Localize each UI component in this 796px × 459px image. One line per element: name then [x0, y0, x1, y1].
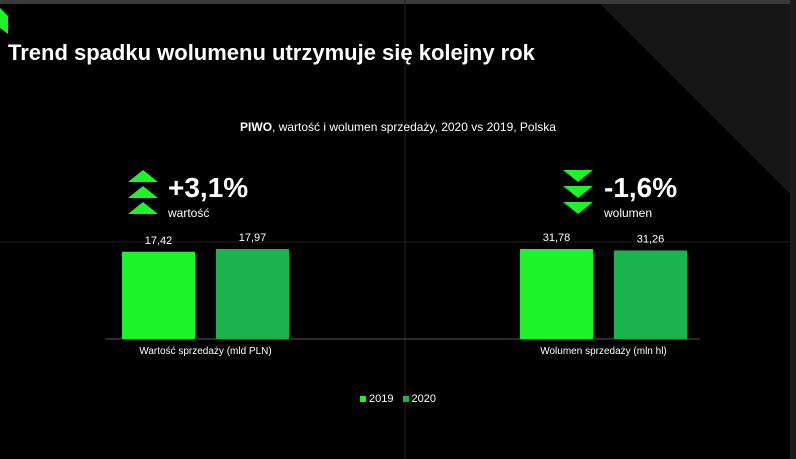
data-label-2019-0: 17,42 — [145, 235, 173, 247]
data-label-2019-1: 31,78 — [543, 232, 571, 244]
legend-label-2019: 2019 — [368, 393, 394, 406]
slide-title: Trend spadku wolumenu utrzymuje się kole… — [8, 40, 535, 65]
corner-shade — [600, 4, 796, 200]
chart-subtitle: PIWO, wartość i wolumen sprzedaży, 2020 … — [0, 120, 796, 134]
bar-2019-1 — [520, 249, 593, 339]
bar-2020-0 — [216, 249, 289, 339]
kpi-value-wolumen: -1,6% — [604, 172, 678, 203]
bar-2020-1 — [614, 250, 687, 339]
kpi-label-wolumen: wolumen — [604, 206, 653, 220]
data-label-2020-0: 17,97 — [239, 232, 267, 244]
chevrons-down-icon — [563, 170, 593, 214]
category-label-1: Wolumen sprzedaży (mln hl) — [540, 346, 667, 357]
data-label-2020-1: 31,26 — [637, 233, 665, 245]
bar-2019-0 — [122, 251, 195, 339]
chart-legend: 2019 2020 — [0, 393, 796, 405]
chevrons-up-icon — [128, 170, 158, 214]
subtitle-rest: , wartość i wolumen sprzedaży, 2020 vs 2… — [272, 120, 556, 134]
brand-corner-mark — [0, 8, 8, 34]
category-label-0: Wartość sprzedaży (mld PLN) — [139, 346, 271, 357]
kpi-label-wartosc: wartość — [168, 206, 210, 220]
kpi-value-wartosc: +3,1% — [168, 172, 249, 203]
legend-item-2019: 2019 — [359, 393, 394, 406]
legend-swatch-2020 — [402, 396, 409, 403]
legend-swatch-2019 — [359, 396, 366, 403]
right-edge-stripe — [790, 0, 796, 459]
top-border — [0, 0, 796, 4]
legend-label-2020: 2020 — [411, 393, 437, 406]
subtitle-bold: PIWO — [240, 120, 273, 134]
legend-item-2020: 2020 — [402, 393, 437, 406]
